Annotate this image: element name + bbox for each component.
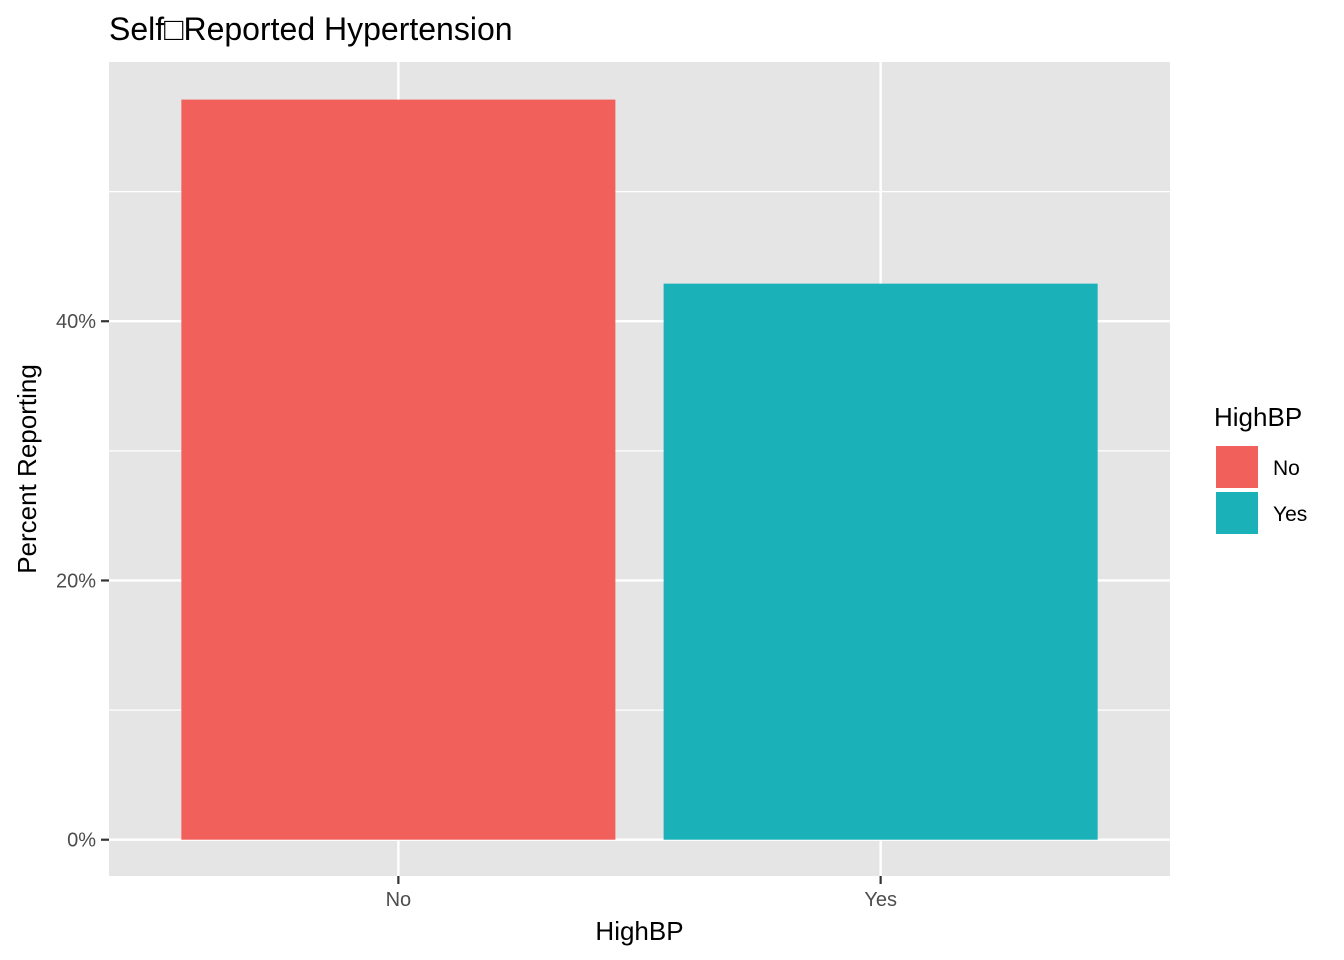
- bar-yes: [663, 283, 1098, 840]
- x-axis: No Yes: [386, 876, 897, 911]
- x-tick-label: No: [386, 889, 412, 911]
- x-axis-title: HighBP: [595, 916, 683, 946]
- y-axis-title: Percent Reporting: [12, 364, 42, 574]
- y-tick-label: 40%: [56, 311, 96, 333]
- legend-title: HighBP: [1214, 402, 1302, 432]
- legend-label-yes: Yes: [1273, 503, 1307, 526]
- bars: [181, 99, 1098, 840]
- x-tick-label: Yes: [864, 889, 897, 911]
- y-axis: 0% 20% 40%: [56, 311, 109, 852]
- chart-title: Self□Reported Hypertension: [109, 11, 513, 47]
- legend-swatch-yes: [1214, 490, 1260, 536]
- bar-no: [181, 99, 616, 840]
- legend-label-no: No: [1273, 457, 1300, 480]
- legend: HighBP No Yes: [1214, 402, 1307, 536]
- legend-swatch-no: [1214, 444, 1260, 490]
- y-tick-label: 0%: [67, 830, 96, 852]
- y-tick-label: 20%: [56, 570, 96, 592]
